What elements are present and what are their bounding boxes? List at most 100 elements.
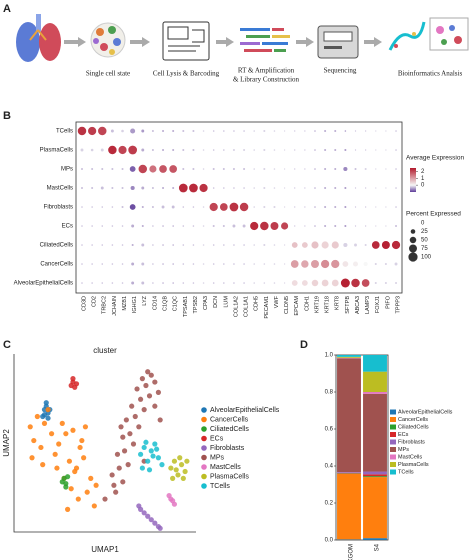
legend-label: Fibroblasts: [210, 445, 245, 452]
dot: [263, 186, 266, 190]
dot: [101, 263, 104, 265]
x-tick-label: EPCAM: [294, 296, 300, 316]
point: [178, 462, 185, 468]
dot: [324, 224, 327, 228]
dot: [334, 186, 337, 190]
x-tick-label: FOXJ1: [375, 296, 381, 313]
x-tick-label: C1QB: [162, 296, 168, 311]
dot: [385, 130, 387, 132]
dot: [219, 203, 228, 211]
dot: [243, 187, 245, 189]
point: [109, 472, 115, 478]
bar-segment: [363, 476, 387, 478]
dot: [364, 243, 367, 247]
dot: [354, 206, 357, 208]
legend-swatch: [201, 454, 207, 461]
point: [170, 475, 176, 481]
bar-segment: [337, 358, 361, 473]
point: [116, 465, 122, 471]
dot: [314, 130, 316, 132]
point: [41, 420, 48, 426]
dot: [270, 222, 279, 230]
dot: [311, 260, 319, 268]
dot: [189, 183, 198, 193]
point: [173, 467, 179, 473]
dot: [129, 166, 136, 172]
dot: [81, 244, 83, 246]
dot: [100, 148, 104, 152]
dot: [223, 187, 225, 189]
dot: [354, 149, 357, 151]
dot: [212, 224, 215, 228]
dot: [283, 282, 286, 284]
dot: [141, 262, 145, 266]
dot: [90, 148, 94, 152]
colorbar-tick-label: 0: [421, 183, 425, 189]
dot: [141, 224, 144, 228]
dot: [242, 224, 246, 228]
step-label: RT & Amplification: [238, 67, 295, 75]
dot: [344, 130, 347, 132]
dot: [199, 183, 208, 193]
point: [45, 407, 51, 413]
bar-segment: [363, 355, 387, 372]
dot: [291, 242, 298, 248]
legend-label: MPs: [398, 447, 409, 453]
dot: [212, 187, 215, 189]
dot: [172, 129, 175, 133]
dot: [152, 225, 154, 227]
dot: [395, 206, 397, 208]
point: [114, 451, 121, 457]
cells-icon: [90, 22, 126, 58]
dot: [371, 241, 380, 249]
point: [65, 506, 71, 512]
dot: [141, 186, 145, 190]
dot: [232, 148, 235, 152]
dot: [192, 206, 195, 208]
dot: [131, 262, 135, 266]
point: [111, 482, 117, 488]
dot: [192, 129, 195, 133]
dot: [344, 148, 347, 152]
dot: [162, 263, 164, 265]
x-tick-label: CDH5: [254, 296, 260, 311]
dot: [162, 129, 165, 133]
bar-segment: [337, 355, 361, 357]
dot: [374, 262, 377, 266]
legend-swatch: [390, 424, 396, 430]
dot: [324, 205, 327, 209]
bar-segment: [337, 357, 361, 359]
y-tick-label: 0.8: [325, 390, 334, 396]
dot: [395, 187, 397, 189]
row-label: Fibroblasts: [44, 205, 73, 211]
dot: [223, 263, 225, 265]
dot: [263, 148, 266, 152]
row-label: AlveolarEpithelialCells: [14, 281, 73, 287]
dot: [202, 244, 205, 246]
dot: [182, 148, 185, 152]
point: [152, 441, 158, 447]
dot: [250, 221, 259, 231]
chart-title: cluster: [93, 346, 117, 355]
x-tick-label: C1QC: [173, 296, 179, 311]
step-label: Sequencing: [324, 67, 357, 75]
dot: [301, 242, 308, 248]
colorbar: [410, 168, 416, 192]
dot: [354, 130, 357, 132]
dot: [385, 187, 387, 189]
row-label: MPs: [61, 167, 73, 173]
point: [182, 468, 188, 475]
point: [43, 400, 49, 406]
dot: [202, 282, 205, 284]
dot: [343, 166, 348, 172]
dot: [375, 130, 377, 132]
legend-swatch: [201, 464, 207, 470]
dot: [162, 186, 165, 190]
dot: [334, 224, 337, 228]
dot: [162, 225, 164, 227]
dot: [202, 263, 205, 265]
dot: [111, 186, 114, 190]
point: [113, 489, 119, 495]
legend-label: TCells: [398, 469, 414, 475]
dot: [291, 280, 298, 286]
